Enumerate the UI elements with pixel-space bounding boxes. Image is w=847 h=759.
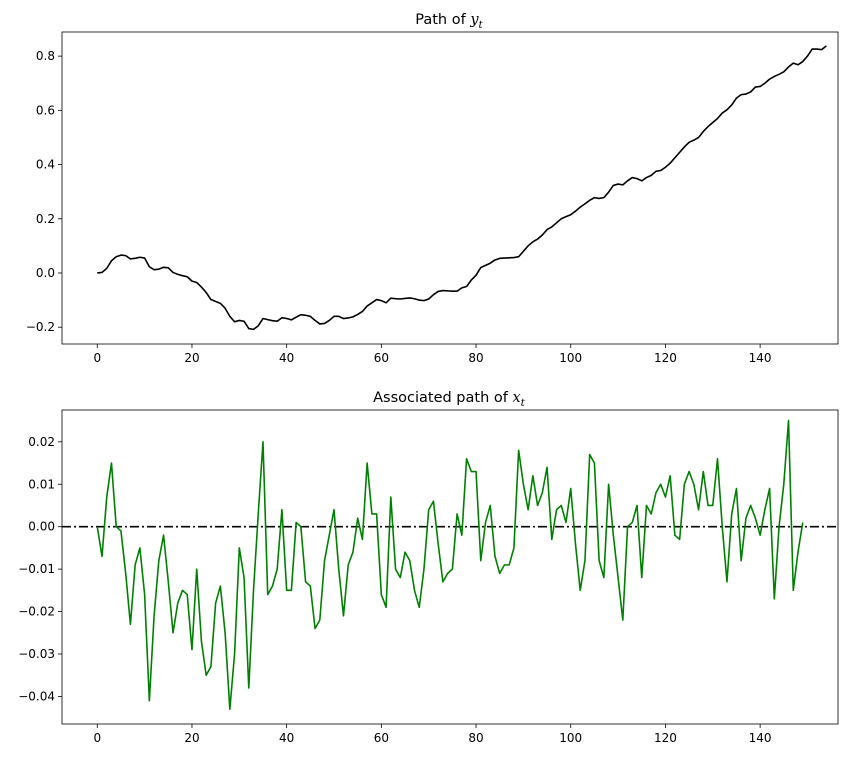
y-tick-label: 0.6	[36, 103, 55, 117]
y-tick-label: −0.03	[18, 647, 55, 661]
y-tick-label: −0.02	[18, 605, 55, 619]
y-tick-label: 0.01	[28, 477, 55, 491]
x-tick-label: 80	[468, 731, 483, 745]
plot-frame	[61, 409, 839, 725]
x-tick-label: 100	[559, 351, 582, 365]
y-tick-label: 0.02	[28, 435, 55, 449]
y-tick-label: 0.4	[36, 158, 55, 172]
x-tick-label: 40	[279, 351, 294, 365]
x-tick-label: 140	[749, 731, 772, 745]
x-path-line	[96, 419, 804, 710]
bottom-chart-title: Associated path of xt	[373, 390, 526, 409]
x-tick-label: 120	[654, 351, 677, 365]
x-tick-label: 100	[559, 731, 582, 745]
y-tick-label: 0.8	[36, 49, 55, 63]
y-path-line	[97, 45, 827, 331]
top-chart-panel: Path of yt 0 20 40 60 80 100 120 140 −0.2 0.0 0.2 0…	[26, 12, 839, 365]
y-tick-label: −0.04	[18, 689, 55, 703]
plot-frame	[61, 31, 839, 345]
y-tick-label: 0.2	[36, 212, 55, 226]
x-tick-label: 60	[374, 731, 389, 745]
x-tick-label: 20	[184, 351, 199, 365]
x-tick-label: 140	[749, 351, 772, 365]
x-tick-label: 60	[374, 351, 389, 365]
x-tick-label: 20	[184, 731, 199, 745]
y-tick-label: 0.0	[36, 266, 55, 280]
x-tick-label: 80	[468, 351, 483, 365]
x-tick-label: 40	[279, 731, 294, 745]
x-tick-label: 120	[654, 731, 677, 745]
y-tick-label: 0.00	[28, 520, 55, 534]
top-chart-title: Path of yt	[415, 12, 483, 31]
y-tick-label: −0.01	[18, 562, 55, 576]
x-tick-label: 0	[93, 351, 101, 365]
bottom-chart-panel: Associated path of xt 0 20 40 60 80 100 120 140…	[18, 390, 839, 745]
x-tick-label: 0	[93, 731, 101, 745]
y-tick-label: −0.2	[26, 320, 55, 334]
